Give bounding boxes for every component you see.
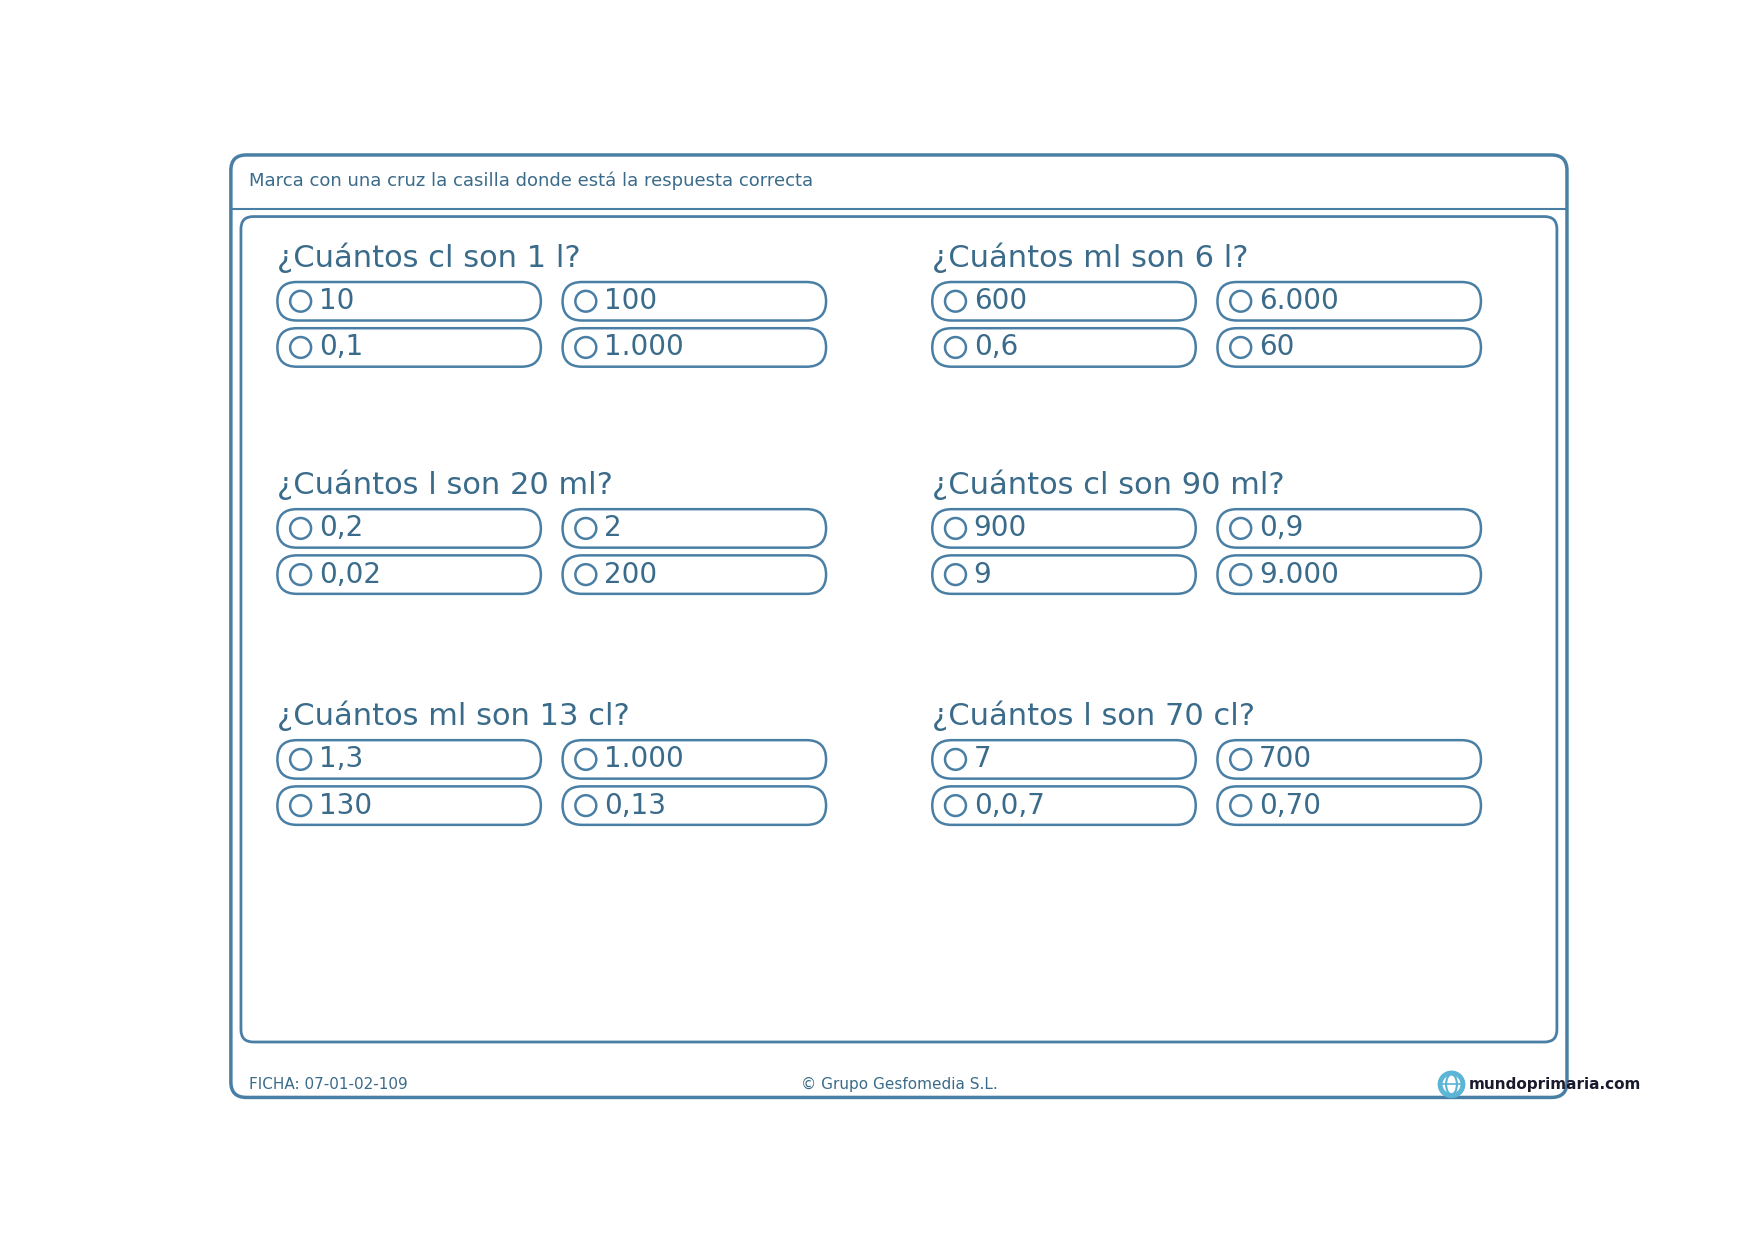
- FancyBboxPatch shape: [931, 556, 1196, 594]
- Circle shape: [289, 518, 310, 539]
- Text: 0,0,7: 0,0,7: [973, 791, 1045, 820]
- Circle shape: [945, 564, 966, 585]
- Text: ¿Cuántos l son 20 ml?: ¿Cuántos l son 20 ml?: [277, 469, 614, 500]
- FancyBboxPatch shape: [931, 740, 1196, 779]
- FancyBboxPatch shape: [277, 786, 540, 825]
- FancyBboxPatch shape: [277, 329, 540, 367]
- FancyBboxPatch shape: [931, 510, 1196, 548]
- FancyBboxPatch shape: [931, 281, 1196, 320]
- Circle shape: [1442, 1074, 1461, 1095]
- Text: 10: 10: [319, 288, 354, 315]
- Circle shape: [575, 795, 596, 816]
- Circle shape: [575, 337, 596, 358]
- Text: 9: 9: [973, 560, 991, 589]
- Circle shape: [575, 564, 596, 585]
- FancyBboxPatch shape: [232, 155, 1566, 1097]
- Circle shape: [1230, 337, 1251, 358]
- FancyBboxPatch shape: [1217, 786, 1480, 825]
- Text: 6.000: 6.000: [1259, 288, 1338, 315]
- Text: 130: 130: [319, 791, 372, 820]
- Text: ¿Cuántos l son 70 cl?: ¿Cuántos l son 70 cl?: [931, 701, 1256, 730]
- Circle shape: [1230, 518, 1251, 539]
- Circle shape: [945, 337, 966, 358]
- Circle shape: [945, 291, 966, 311]
- Text: 9.000: 9.000: [1259, 560, 1338, 589]
- Circle shape: [945, 795, 966, 816]
- Circle shape: [1230, 291, 1251, 311]
- Text: 7: 7: [973, 745, 991, 774]
- FancyBboxPatch shape: [931, 329, 1196, 367]
- Text: Marca con una cruz la casilla donde está la respuesta correcta: Marca con una cruz la casilla donde está…: [249, 172, 812, 191]
- FancyBboxPatch shape: [563, 556, 826, 594]
- Circle shape: [1230, 795, 1251, 816]
- Text: ¿Cuántos ml son 13 cl?: ¿Cuántos ml son 13 cl?: [277, 701, 630, 730]
- Text: 0,02: 0,02: [319, 560, 381, 589]
- FancyBboxPatch shape: [1217, 510, 1480, 548]
- Circle shape: [289, 749, 310, 770]
- FancyBboxPatch shape: [931, 786, 1196, 825]
- FancyBboxPatch shape: [1217, 740, 1480, 779]
- Circle shape: [945, 518, 966, 539]
- FancyBboxPatch shape: [563, 329, 826, 367]
- Text: ¿Cuántos cl son 1 l?: ¿Cuántos cl son 1 l?: [277, 242, 581, 273]
- Text: 0,1: 0,1: [319, 334, 363, 362]
- FancyBboxPatch shape: [1217, 329, 1480, 367]
- Text: 0,6: 0,6: [973, 334, 1017, 362]
- Text: mundoprimaria.com: mundoprimaria.com: [1468, 1076, 1642, 1092]
- FancyBboxPatch shape: [563, 786, 826, 825]
- Text: 1.000: 1.000: [603, 334, 684, 362]
- Circle shape: [289, 291, 310, 311]
- Text: 0,2: 0,2: [319, 515, 363, 542]
- Circle shape: [575, 518, 596, 539]
- Text: 200: 200: [603, 560, 658, 589]
- FancyBboxPatch shape: [277, 510, 540, 548]
- Circle shape: [575, 749, 596, 770]
- Circle shape: [945, 749, 966, 770]
- Text: FICHA: 07-01-02-109: FICHA: 07-01-02-109: [249, 1076, 407, 1092]
- Text: 0,13: 0,13: [603, 791, 667, 820]
- Text: 2: 2: [603, 515, 621, 542]
- Text: 700: 700: [1259, 745, 1312, 774]
- Circle shape: [1230, 749, 1251, 770]
- FancyBboxPatch shape: [1217, 281, 1480, 320]
- Circle shape: [575, 291, 596, 311]
- FancyBboxPatch shape: [277, 556, 540, 594]
- FancyBboxPatch shape: [1217, 556, 1480, 594]
- Text: 0,70: 0,70: [1259, 791, 1321, 820]
- Text: 0,9: 0,9: [1259, 515, 1303, 542]
- Text: 60: 60: [1259, 334, 1294, 362]
- FancyBboxPatch shape: [240, 217, 1558, 1042]
- FancyBboxPatch shape: [563, 510, 826, 548]
- Circle shape: [1230, 564, 1251, 585]
- Text: ¿Cuántos ml son 6 l?: ¿Cuántos ml son 6 l?: [931, 242, 1249, 273]
- Circle shape: [289, 564, 310, 585]
- Text: 900: 900: [973, 515, 1026, 542]
- Text: 600: 600: [973, 288, 1026, 315]
- Text: 1,3: 1,3: [319, 745, 363, 774]
- Text: 100: 100: [603, 288, 658, 315]
- Text: ¿Cuántos cl son 90 ml?: ¿Cuántos cl son 90 ml?: [931, 469, 1286, 500]
- FancyBboxPatch shape: [277, 740, 540, 779]
- Text: © Grupo Gesfomedia S.L.: © Grupo Gesfomedia S.L.: [800, 1076, 998, 1092]
- Circle shape: [289, 337, 310, 358]
- Text: 1.000: 1.000: [603, 745, 684, 774]
- FancyBboxPatch shape: [563, 281, 826, 320]
- Circle shape: [1438, 1071, 1465, 1097]
- Circle shape: [289, 795, 310, 816]
- FancyBboxPatch shape: [277, 281, 540, 320]
- FancyBboxPatch shape: [563, 740, 826, 779]
